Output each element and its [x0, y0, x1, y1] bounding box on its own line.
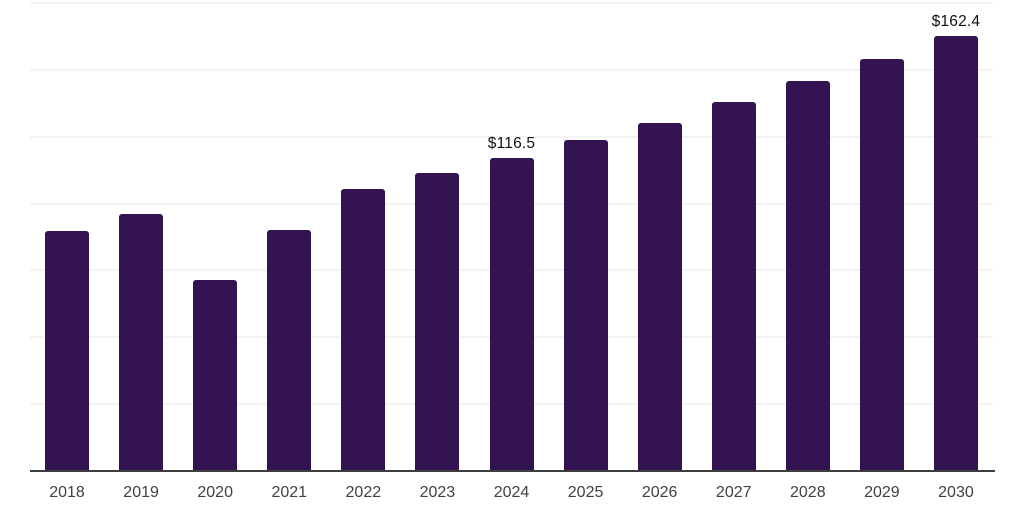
bar-2028 — [785, 81, 830, 470]
bar-2027 — [711, 101, 756, 470]
gridline-150 — [30, 68, 993, 71]
x-axis-label-2020: 2020 — [197, 484, 233, 501]
bar-2030 — [933, 35, 978, 470]
bar-2020 — [193, 280, 238, 470]
bar-2019 — [119, 213, 164, 470]
gridline-175 — [30, 2, 993, 4]
x-axis-label-2029: 2029 — [864, 484, 900, 501]
x-axis-labels: 2018 2019 2020 2021 2022 2023 2024 2025 2026 2027… — [30, 484, 993, 506]
x-axis-label-2022: 2022 — [345, 484, 382, 501]
plot-area: $116.5 $162.4 — [30, 2, 995, 472]
x-axis-label-2028: 2028 — [790, 484, 826, 501]
x-axis-label-2019: 2019 — [123, 484, 159, 501]
bar-2023 — [415, 173, 460, 470]
bar-2021 — [267, 229, 312, 470]
bar-2018 — [45, 231, 90, 470]
gridline-125 — [30, 135, 993, 138]
data-label-2024: $116.5 — [487, 135, 536, 153]
x-axis-label-2021: 2021 — [271, 484, 308, 501]
x-axis-label-2024: 2024 — [493, 484, 530, 501]
data-label-2030: $162.4 — [931, 12, 981, 30]
bar-2022 — [341, 188, 386, 470]
x-axis-label-2027: 2027 — [715, 484, 752, 501]
bar-2026 — [637, 122, 682, 470]
x-axis-label-2030: 2030 — [938, 484, 974, 501]
x-axis-label-2026: 2026 — [641, 484, 678, 501]
x-axis-line — [30, 470, 995, 472]
x-axis-label-2025: 2025 — [567, 484, 604, 501]
bar-2029 — [859, 59, 904, 470]
x-axis-label-2018: 2018 — [49, 484, 85, 501]
bar-2024 — [489, 158, 534, 470]
bar-2025 — [563, 140, 608, 470]
x-axis-label-2023: 2023 — [419, 484, 456, 501]
